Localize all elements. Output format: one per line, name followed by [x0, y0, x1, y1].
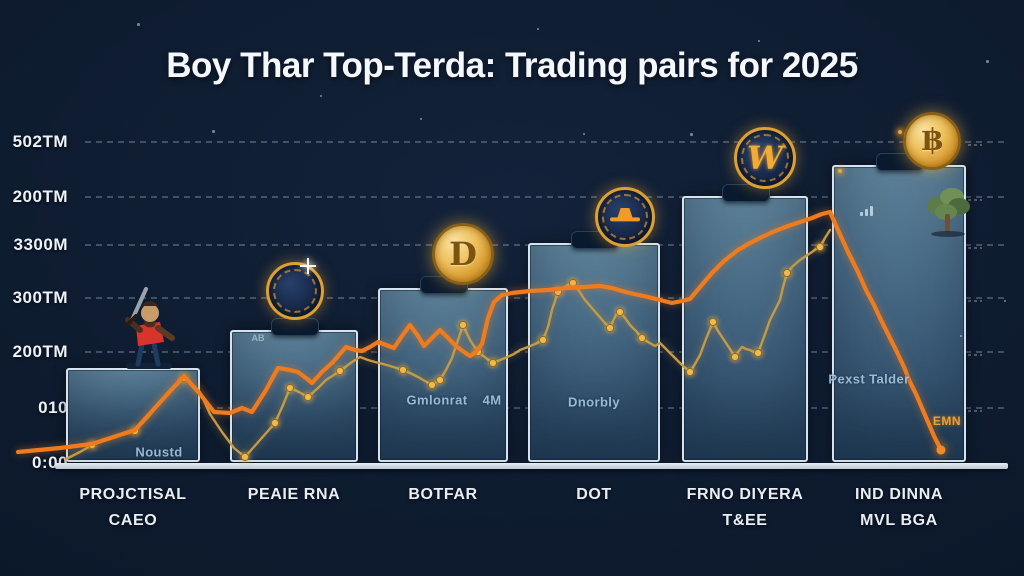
data-point-marker [435, 375, 445, 385]
data-point-marker [303, 392, 313, 402]
category-label: DOT [499, 482, 689, 508]
orange-spark-icon [898, 130, 902, 134]
tree-part [945, 214, 950, 232]
coin-glyph: ฿ [921, 123, 943, 158]
coin-glyph: D [449, 235, 477, 273]
star-dot [1004, 300, 1006, 302]
coin-clamp [722, 184, 770, 202]
category-label-line: IND DINNA [854, 486, 944, 503]
data-point-marker [538, 335, 548, 345]
star-dot [960, 335, 962, 337]
data-point-marker [398, 365, 408, 375]
data-point-marker [605, 323, 615, 333]
mini-chart-icon [860, 206, 873, 216]
data-point-marker [488, 358, 498, 368]
category-label-line: BOTFAR [408, 486, 478, 503]
star-dot [690, 133, 693, 136]
bar-inner-label: AB [251, 333, 265, 343]
data-point-marker [815, 242, 825, 252]
category-label: IND DINNA MVL BGA [804, 482, 994, 534]
w-coin-icon: W [734, 127, 796, 189]
bar-inner-label: EMN [932, 414, 962, 428]
sparkle-icon [300, 258, 316, 274]
star-dot [420, 118, 422, 120]
data-point-marker [730, 352, 740, 362]
star-dot [583, 133, 585, 135]
star-dot [758, 40, 760, 42]
hat-icon [617, 208, 633, 218]
category-label-line: MVL BGA [860, 512, 938, 529]
data-point-marker [240, 452, 250, 462]
scribble-coin-icon [266, 262, 324, 320]
y-axis-tick-label: 200TM [12, 187, 68, 206]
star-dot [212, 130, 215, 133]
data-point-marker [285, 383, 295, 393]
y-axis-tick-label: 3300M [13, 235, 68, 254]
bar-inner-label: Gmlonrat [406, 392, 468, 408]
hat-coin-icon [595, 187, 655, 247]
category-label-line: PEAIE RNA [247, 486, 341, 503]
category-label: FRNO DIYERA T&EE [650, 482, 840, 534]
star-dot [537, 28, 539, 30]
data-point-marker [708, 317, 718, 327]
star-dot [320, 95, 322, 97]
orange-spark-icon [838, 169, 842, 173]
bar-inner-label: 4M [482, 392, 502, 408]
bar-inner-label: Dnorbly [568, 394, 620, 410]
main-trend-line [15, 209, 944, 455]
category-label-line: FRNO DIYERA [686, 486, 804, 503]
y-axis-tick-label: 300TM [12, 288, 68, 307]
secondary-trend-line [64, 228, 832, 461]
y-axis-tick-label: 010 [38, 398, 68, 417]
bar-inner-label: Pexst Talder [828, 371, 910, 387]
line-end-dot [936, 445, 946, 455]
coin-clamp [271, 318, 319, 336]
category-label: BOTFAR [348, 482, 538, 508]
star-dot [986, 60, 989, 63]
tree-part [931, 231, 965, 237]
data-point-marker [615, 307, 625, 317]
tree-icon [927, 188, 971, 240]
y-axis-tick-label: 200TM [12, 342, 68, 361]
category-label: PEAIE RNA [199, 482, 389, 508]
data-point-marker [427, 380, 437, 390]
y-axis-tick-label: 502TM [12, 132, 68, 151]
bar-frno-diyera-t-ee [682, 196, 808, 462]
data-point-marker [753, 348, 763, 358]
data-point-marker [637, 333, 647, 343]
d-coin-icon: D [432, 223, 494, 285]
data-point-marker [335, 366, 345, 376]
btc-coin-icon: ฿ [903, 112, 961, 170]
bar-inner-label: Noustd [135, 444, 183, 460]
category-label-line: DOT [576, 486, 612, 503]
hat-brim-icon [610, 217, 640, 222]
data-point-marker [270, 418, 280, 428]
axis-baseline [55, 463, 1008, 469]
category-label-line: PROJCTISAL [79, 486, 187, 503]
category-label: PROJCTISAL CAEO [38, 482, 228, 534]
star-dot [856, 57, 858, 59]
pirate-svg [125, 287, 175, 369]
data-point-marker [782, 268, 792, 278]
star-dot [137, 23, 140, 26]
data-point-marker [685, 367, 695, 377]
category-label-line: T&EE [722, 512, 768, 529]
coin-glyph: W [747, 139, 783, 177]
data-point-marker [458, 320, 468, 330]
chart-title: Boy Thar Top-Terda: Trading pairs for 20… [166, 46, 858, 85]
pirate-figure-icon [112, 286, 192, 377]
tree-part [935, 204, 957, 220]
category-label-line: CAEO [108, 512, 158, 529]
